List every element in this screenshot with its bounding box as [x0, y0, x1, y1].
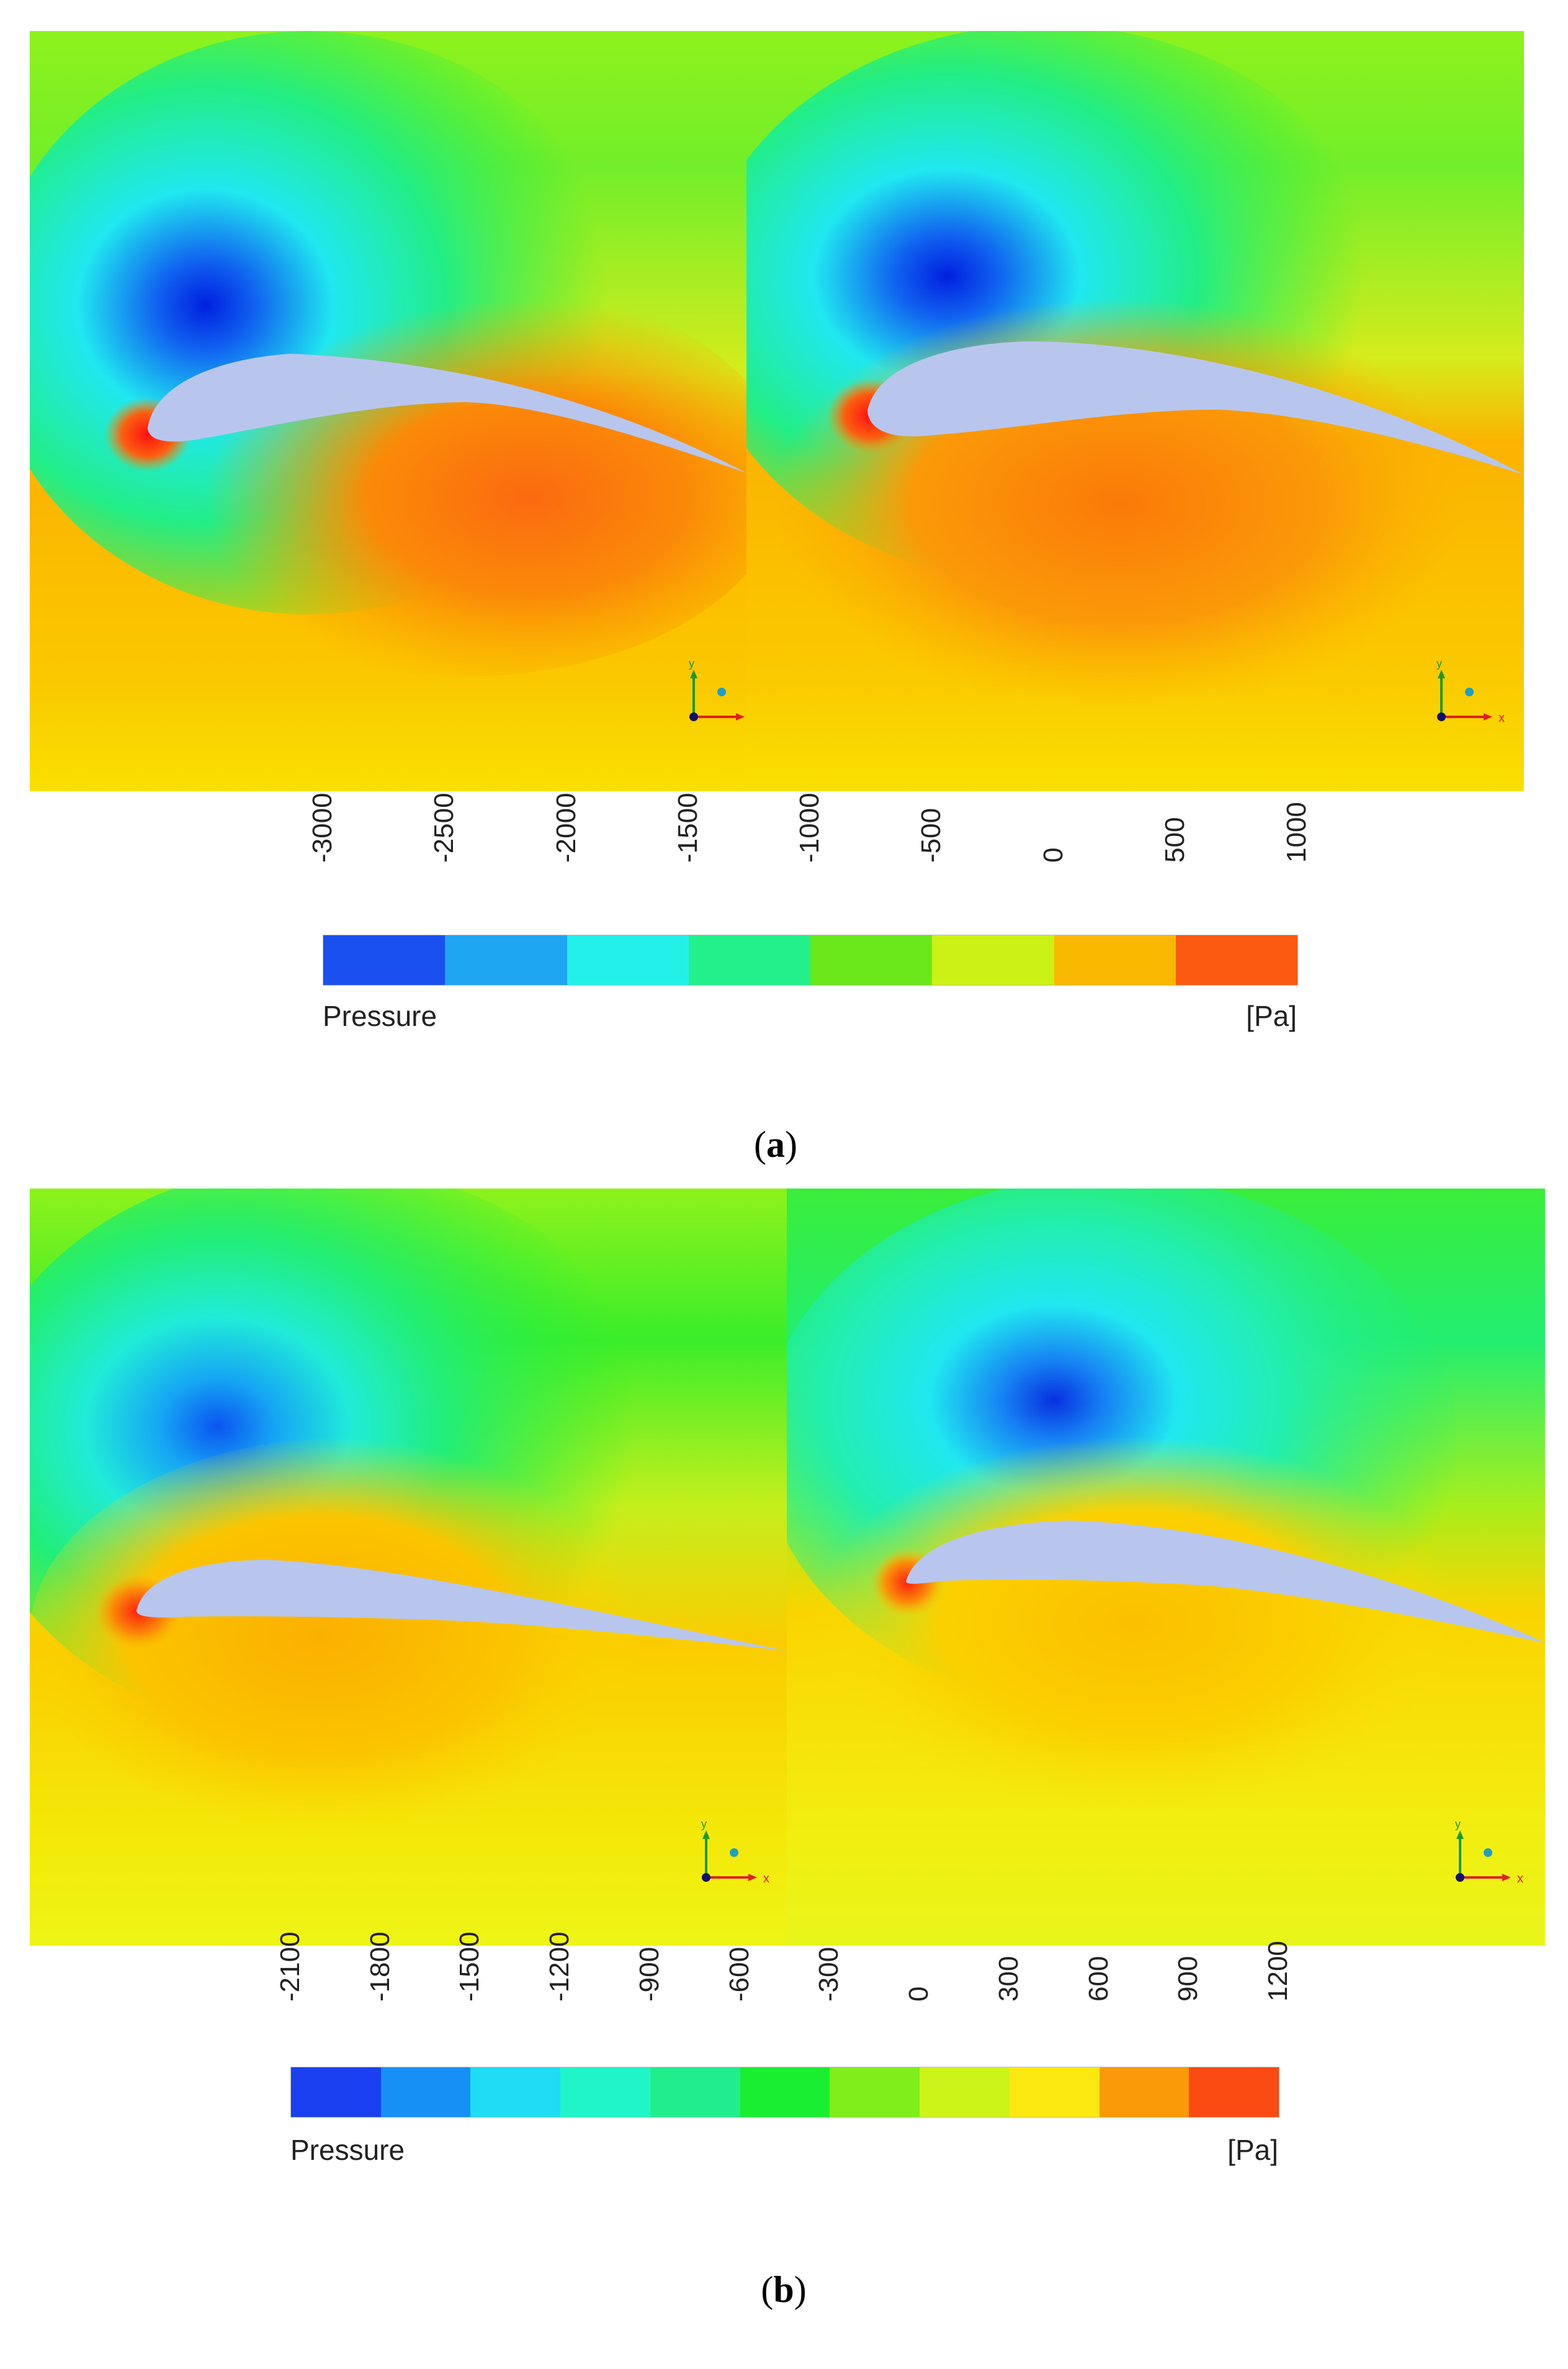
legend-band — [470, 2067, 561, 2117]
airfoil-profile — [867, 341, 1524, 475]
legend-tick-label: 0 — [1037, 847, 1068, 863]
legend-band — [830, 2067, 920, 2117]
legend-title: Pressure — [323, 1000, 437, 1032]
legend-tick-label: -1500 — [454, 1931, 485, 2002]
legend-ticks: -2100 -1800 -1500 -1200 -900 -600 -300 0 300 600 9… — [275, 1931, 1293, 2033]
legend-band — [1189, 2067, 1279, 2117]
legend-tick-label: -1200 — [544, 1931, 575, 2002]
legend-tick-label: 0 — [903, 1986, 934, 2002]
legend-band — [445, 935, 567, 985]
legend-tick-label: -1500 — [672, 793, 703, 863]
legend-tick-label: -2000 — [550, 793, 581, 863]
legend-tick-label: -500 — [916, 807, 947, 863]
legend-tick-label: 300 — [993, 1956, 1024, 2002]
axis-triad: y x — [1436, 657, 1505, 725]
legend-ticks: -3000 -2500 -2000 -1500 -1000 -500 0 500 1000 — [307, 793, 1312, 894]
legend-band — [932, 935, 1054, 985]
contour-plot-b-right: y x — [787, 1189, 1545, 1946]
legend-band — [323, 935, 446, 985]
svg-text:x: x — [763, 1872, 769, 1886]
svg-text:x: x — [1499, 711, 1505, 725]
legend-tick-label: 1000 — [1281, 802, 1312, 863]
legend-tick-label: -1000 — [794, 793, 825, 863]
legend-band — [1099, 2067, 1189, 2117]
legend-band — [688, 935, 810, 985]
axis-triad: y x — [1455, 1818, 1523, 1886]
legend-unit: [Pa] — [1246, 1000, 1297, 1032]
contour-plot-b-left: y x — [30, 1189, 787, 1946]
contour-plot-a-left: y — [30, 31, 746, 791]
airfoil-profile — [906, 1521, 1545, 1643]
legend-tick-label: 600 — [1083, 1956, 1114, 2002]
legend-band — [560, 2067, 650, 2117]
panel-caption-b: (b) — [761, 2269, 807, 2310]
svg-text:y: y — [689, 657, 694, 670]
legend-band — [650, 2067, 740, 2117]
contour-plot-a-right: y x — [746, 31, 1524, 791]
legend-band — [740, 2067, 830, 2117]
legend-band — [920, 2067, 1010, 2117]
axis-triad: y — [689, 657, 745, 721]
legend-band — [291, 2067, 381, 2117]
legend-tick-label: -300 — [813, 1946, 844, 2002]
airfoil-profile — [137, 1560, 787, 1651]
legend-tick-label: -900 — [634, 1946, 665, 2002]
axis-triad: y x — [701, 1818, 769, 1886]
legend-band — [1175, 935, 1297, 985]
legend-tick-label: 1200 — [1263, 1941, 1293, 2002]
legend-tick-label: -3000 — [307, 793, 338, 863]
legend-tick-label: -600 — [724, 1946, 755, 2002]
legend-color-bar — [290, 2067, 1279, 2118]
svg-text:y: y — [1455, 1818, 1461, 1830]
svg-text:y: y — [701, 1818, 707, 1830]
legend-tick-label: 900 — [1173, 1956, 1204, 2002]
legend-band — [567, 935, 689, 985]
color-legend-a: -3000 -2500 -2000 -1500 -1000 -500 0 500 1000 Pr… — [307, 793, 1312, 1043]
svg-text:y: y — [1436, 657, 1442, 670]
legend-tick-label: -2500 — [429, 793, 460, 863]
svg-text:x: x — [1517, 1872, 1523, 1886]
legend-tick-label: -2100 — [275, 1931, 305, 2002]
legend-band — [380, 2067, 471, 2117]
legend-color-bar — [323, 935, 1298, 986]
legend-title: Pressure — [290, 2134, 405, 2166]
panel-caption-a: (a) — [754, 1124, 797, 1165]
legend-tick-label: 500 — [1159, 817, 1190, 863]
legend-unit: [Pa] — [1227, 2134, 1278, 2166]
legend-band — [810, 935, 933, 985]
color-legend-b: -2100 -1800 -1500 -1200 -900 -600 -300 0 300 600 9… — [275, 1931, 1293, 2182]
airfoil-profile — [148, 354, 746, 473]
legend-band — [1009, 2067, 1100, 2117]
legend-band — [1054, 935, 1176, 985]
legend-tick-label: -1800 — [364, 1931, 395, 2002]
